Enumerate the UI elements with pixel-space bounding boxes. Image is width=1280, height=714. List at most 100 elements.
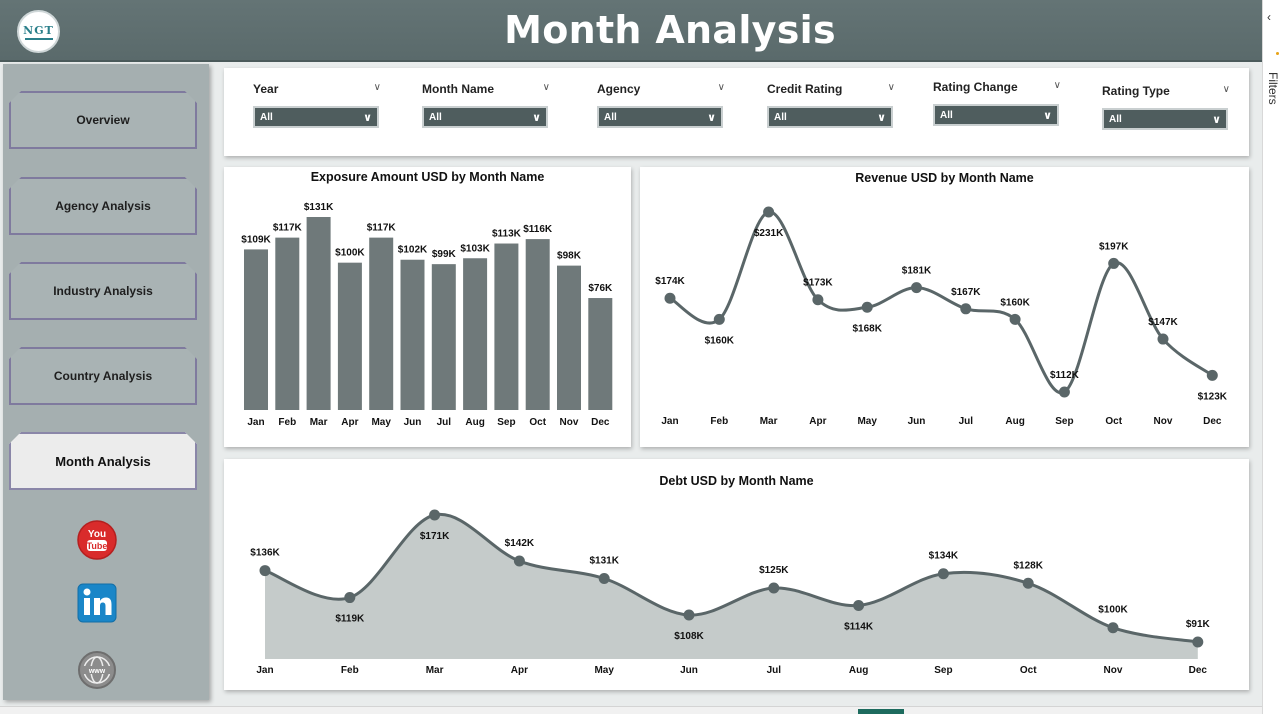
nav-button-overview[interactable]: Overview bbox=[9, 91, 197, 149]
sheet-tab-bar bbox=[0, 706, 1262, 714]
month-name-dropdown[interactable]: All ∨ bbox=[422, 106, 548, 128]
x-tick-label: Aug bbox=[465, 417, 484, 428]
filter-label: Year bbox=[253, 82, 279, 96]
x-tick-label: Jun bbox=[680, 665, 698, 676]
rating-change-dropdown[interactable]: All ∨ bbox=[933, 104, 1059, 126]
agency-dropdown[interactable]: All ∨ bbox=[597, 106, 723, 128]
sidebar: Overview Agency Analysis Industry Analys… bbox=[3, 64, 209, 700]
filter-year: Year ∨ All ∨ bbox=[253, 82, 381, 128]
chevron-down-icon: ∨ bbox=[1212, 113, 1221, 126]
nav-button-industry-analysis[interactable]: Industry Analysis bbox=[9, 262, 197, 320]
data-point bbox=[861, 301, 873, 313]
data-label: $174K bbox=[655, 276, 685, 287]
filter-label: Agency bbox=[597, 82, 641, 96]
x-tick-label: Mar bbox=[426, 665, 444, 676]
data-label: $100K bbox=[335, 248, 365, 259]
data-point bbox=[812, 294, 824, 306]
x-tick-label: Dec bbox=[1203, 416, 1222, 427]
nav-button-country-analysis[interactable]: Country Analysis bbox=[9, 347, 197, 405]
data-point bbox=[911, 282, 922, 294]
dropdown-value: All bbox=[1109, 113, 1122, 125]
filter-label: Month Name bbox=[422, 82, 494, 96]
filter-credit-rating: Credit Rating ∨ All ∨ bbox=[767, 82, 895, 128]
debt-chart-card: Debt USD by Month Name $136K Jan $119K Feb $… bbox=[224, 459, 1249, 690]
svg-text:You: You bbox=[88, 529, 106, 540]
filters-pane-collapsed[interactable]: ‹ Filters bbox=[1262, 0, 1280, 714]
bar-sep bbox=[494, 243, 519, 410]
bar-aug bbox=[463, 258, 488, 410]
data-label: $98K bbox=[557, 251, 582, 262]
bar-may bbox=[369, 237, 394, 410]
filter-label: Rating Type bbox=[1102, 84, 1170, 98]
chevron-down-icon[interactable]: ∨ bbox=[542, 82, 550, 93]
x-tick-label: Jul bbox=[767, 665, 782, 676]
bar-nov bbox=[557, 265, 581, 410]
nav-button-agency-analysis[interactable]: Agency Analysis bbox=[9, 177, 197, 235]
chevron-left-icon[interactable]: ‹ bbox=[1267, 10, 1271, 24]
data-label: $167K bbox=[951, 287, 981, 298]
data-point bbox=[853, 599, 865, 611]
x-tick-label: Sep bbox=[934, 665, 952, 676]
x-tick-label: Nov bbox=[1104, 665, 1123, 676]
data-label: $114K bbox=[844, 621, 874, 632]
data-label: $117K bbox=[273, 223, 303, 234]
revenue-line-chart[interactable]: $174K Jan $160K Feb $231K Mar $173K Apr $168K May… bbox=[640, 167, 1249, 447]
youtube-icon[interactable]: You Tube bbox=[77, 520, 117, 560]
nav-label: Agency Analysis bbox=[55, 199, 151, 213]
debt-area bbox=[265, 514, 1198, 659]
logo-underline bbox=[24, 37, 53, 40]
year-dropdown[interactable]: All ∨ bbox=[253, 106, 379, 128]
x-tick-label: Jan bbox=[256, 665, 273, 676]
x-tick-label: Apr bbox=[341, 417, 358, 428]
chevron-down-icon[interactable]: ∨ bbox=[1222, 84, 1230, 95]
active-sheet-tab[interactable] bbox=[858, 709, 904, 714]
data-point bbox=[960, 303, 972, 315]
filter-rating-type: Rating Type ∨ All ∨ bbox=[1102, 84, 1230, 130]
filter-label: Rating Change bbox=[933, 80, 1018, 94]
bar-jun bbox=[400, 259, 425, 410]
data-label: $102K bbox=[398, 245, 428, 256]
debt-area-chart[interactable]: $136K Jan $119K Feb $171K Mar $142K Apr $131K May… bbox=[224, 459, 1249, 690]
data-point bbox=[768, 582, 780, 594]
linkedin-icon[interactable] bbox=[77, 583, 117, 623]
credit-rating-dropdown[interactable]: All ∨ bbox=[767, 106, 893, 128]
page-title: Month Analysis bbox=[504, 8, 836, 52]
rating-type-dropdown[interactable]: All ∨ bbox=[1102, 108, 1228, 130]
filter-indicator-dot bbox=[1276, 52, 1279, 55]
exposure-chart-card: Exposure Amount USD by Month Name $109K J… bbox=[224, 167, 631, 447]
data-label: $103K bbox=[460, 243, 490, 254]
chevron-down-icon[interactable]: ∨ bbox=[1053, 80, 1061, 91]
data-label: $160K bbox=[705, 335, 735, 346]
chevron-down-icon[interactable]: ∨ bbox=[373, 82, 381, 93]
x-tick-label: Jun bbox=[404, 417, 422, 428]
chevron-down-icon: ∨ bbox=[1043, 109, 1052, 122]
x-tick-label: May bbox=[594, 665, 614, 676]
globe-icon[interactable]: www bbox=[77, 650, 117, 690]
data-point bbox=[259, 565, 271, 577]
bar-mar bbox=[306, 217, 331, 410]
nav-button-month-analysis[interactable]: Month Analysis bbox=[9, 432, 197, 490]
company-logo[interactable]: NGT bbox=[17, 10, 60, 53]
chevron-down-icon: ∨ bbox=[877, 111, 886, 124]
data-point bbox=[1108, 257, 1120, 269]
data-label: $160K bbox=[1000, 297, 1030, 308]
chevron-down-icon[interactable]: ∨ bbox=[887, 82, 895, 93]
svg-text:www: www bbox=[88, 668, 106, 675]
data-point bbox=[937, 568, 949, 580]
data-point bbox=[763, 206, 775, 218]
exposure-bar-chart[interactable]: $109K Jan $117K Feb $131K Mar $100K Apr $117K May… bbox=[224, 167, 631, 447]
chevron-down-icon[interactable]: ∨ bbox=[717, 82, 725, 93]
dropdown-value: All bbox=[260, 111, 273, 123]
data-label: $119K bbox=[335, 614, 365, 625]
x-tick-label: Oct bbox=[529, 417, 546, 428]
data-label: $112K bbox=[1050, 370, 1080, 381]
nav-label: Overview bbox=[76, 113, 130, 127]
bar-oct bbox=[525, 239, 550, 410]
filter-rating-change: Rating Change ∨ All ∨ bbox=[933, 80, 1061, 126]
chart-title: Debt USD by Month Name bbox=[659, 474, 814, 488]
data-point bbox=[344, 592, 356, 604]
data-point bbox=[683, 609, 695, 621]
data-label: $131K bbox=[304, 202, 334, 213]
x-tick-label: Jul bbox=[959, 416, 974, 427]
